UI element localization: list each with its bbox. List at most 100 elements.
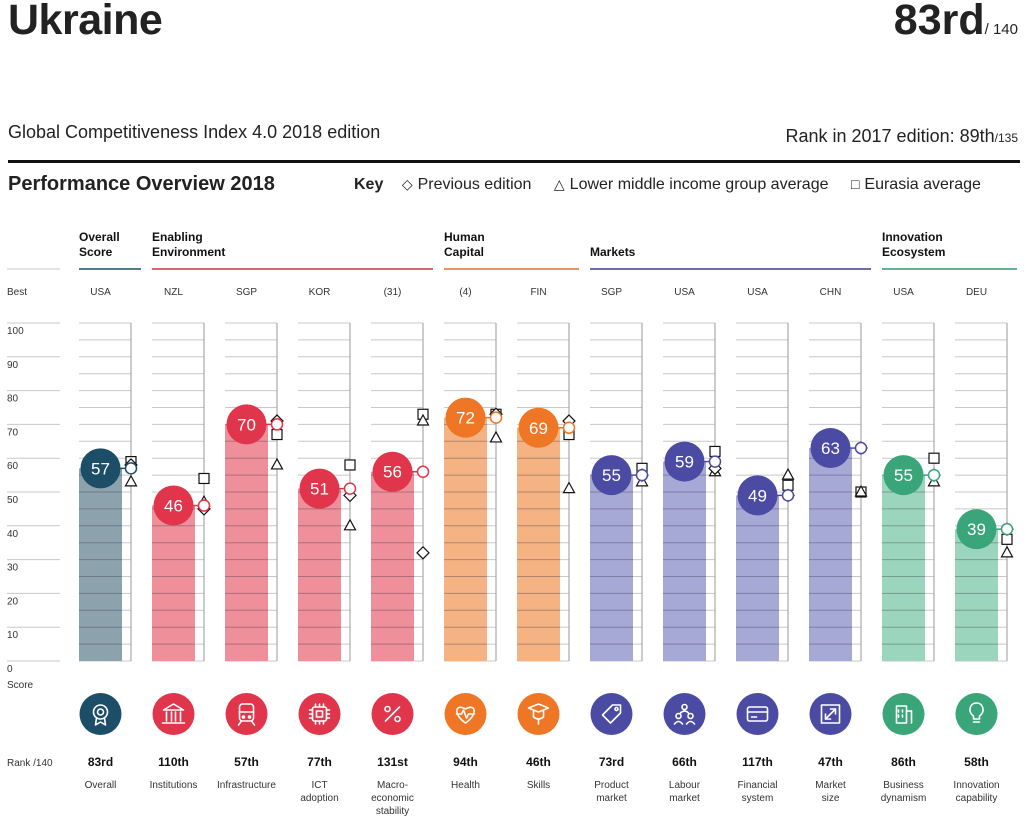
pillar-name: size	[822, 793, 840, 804]
score-circle	[518, 407, 559, 448]
best-country-label: USA	[747, 287, 768, 298]
score-circle	[153, 485, 194, 526]
best-country-label: FIN	[530, 287, 546, 298]
score-bar	[955, 529, 998, 661]
group-title: Environment	[152, 245, 225, 259]
current-score-marker	[489, 411, 503, 424]
group-title: Capital	[444, 245, 484, 259]
institution-icon	[161, 703, 186, 724]
expand-icon-part	[829, 708, 837, 715]
rank-value: 83rd	[893, 0, 985, 44]
y-tick-label: 10	[7, 630, 19, 641]
score-bar	[590, 475, 633, 661]
pillar-name: capability	[956, 793, 998, 804]
pillar-icon-circle	[736, 693, 779, 735]
people-icon-part	[673, 720, 684, 725]
best-country-label: CHN	[820, 287, 842, 298]
pillar-name: Macro-	[377, 780, 408, 791]
current-score-marker	[416, 465, 430, 478]
group-title: Human	[444, 230, 485, 244]
pillar-name: Health	[451, 780, 480, 791]
award-icon-part	[96, 708, 105, 716]
y-tick-label: 80	[7, 394, 19, 405]
header-rule	[8, 160, 1020, 163]
key-eurasia-label: Eurasia average	[864, 176, 981, 193]
building-icon	[895, 705, 913, 724]
award-icon-part	[94, 717, 107, 726]
best-country-label: USA	[893, 287, 914, 298]
best-country-label: NZL	[164, 287, 183, 298]
heart-pulse-icon-part	[456, 706, 475, 724]
eurasia-average-marker	[198, 472, 210, 485]
pillar-name: Infrastructure	[217, 780, 276, 791]
group-title: Enabling	[152, 230, 203, 244]
pillar-name: Overall	[85, 780, 117, 791]
eurasia-average-marker	[271, 428, 283, 441]
key-label: Key	[354, 176, 384, 193]
pillar-name: stability	[376, 806, 409, 816]
y-tick-label: 60	[7, 461, 19, 472]
percent-icon	[384, 705, 401, 723]
people-icon-part	[685, 720, 696, 725]
score-value: 55	[602, 466, 621, 485]
pillar-name: Skills	[527, 780, 550, 791]
score-bar	[371, 471, 414, 661]
pillar-name: Business	[883, 780, 924, 791]
score-circle	[80, 448, 121, 489]
card-icon-part	[746, 706, 769, 722]
eurasia-average-marker	[709, 445, 721, 458]
group-title: Score	[79, 245, 113, 259]
best-country-label: SGP	[236, 287, 257, 298]
pillar-name: market	[669, 793, 700, 804]
key-previous-edition-label: Previous edition	[417, 176, 532, 193]
current-score-marker	[708, 455, 722, 468]
train-icon	[237, 703, 256, 726]
people-icon-part	[687, 712, 694, 720]
pillar-rank: 46th	[526, 755, 551, 769]
pillar-icon-circle	[225, 693, 268, 735]
score-bar	[517, 427, 560, 661]
pillar-name: Product	[594, 780, 629, 791]
pillar-icon-circle	[298, 693, 341, 735]
country-title: Ukraine	[8, 0, 163, 44]
pillar-rank: 131st	[377, 755, 408, 769]
score-bar	[663, 461, 706, 661]
pillar-icon-circle	[590, 693, 633, 735]
pillar-icon-circle	[882, 693, 925, 735]
score-bar	[225, 424, 268, 661]
percent-icon-part	[384, 706, 401, 722]
pillar-name: Innovation	[953, 780, 999, 791]
pillar-icon-circle	[663, 693, 706, 735]
chart-key: Key ◇ Previous edition △ Lower middle inco…	[354, 176, 981, 194]
pillar-name: adoption	[300, 793, 338, 804]
pillar-rank: 117th	[742, 755, 773, 769]
card-icon	[746, 706, 769, 722]
train-icon-part	[250, 720, 256, 726]
current-score-marker	[635, 468, 649, 482]
income-group-average-marker	[1000, 545, 1014, 558]
score-label: Score	[7, 680, 34, 691]
y-tick-label: 50	[7, 495, 19, 506]
chip-icon	[308, 703, 331, 725]
award-icon	[92, 704, 109, 726]
graduate-icon-part	[527, 703, 550, 713]
pillar-name: ICT	[311, 780, 327, 791]
pillar-name: Market	[815, 780, 846, 791]
pillar-rank: 110th	[158, 755, 189, 769]
score-circle	[445, 397, 486, 438]
score-bar	[809, 448, 852, 661]
key-income-group-label: Lower middle income group average	[569, 176, 829, 193]
score-bar	[444, 417, 487, 661]
best-country-label: SGP	[601, 287, 622, 298]
expand-icon-part	[820, 704, 841, 724]
eurasia-average-marker	[928, 452, 940, 464]
pillar-rank: 77th	[307, 755, 332, 769]
income-group-average-marker	[124, 474, 138, 487]
score-value: 57	[91, 459, 110, 478]
score-circle	[956, 509, 997, 550]
lightbulb-icon-part	[969, 702, 984, 720]
previous-rank-total: /135	[994, 131, 1018, 145]
current-score-marker	[781, 489, 795, 502]
current-score-marker	[1000, 522, 1014, 536]
